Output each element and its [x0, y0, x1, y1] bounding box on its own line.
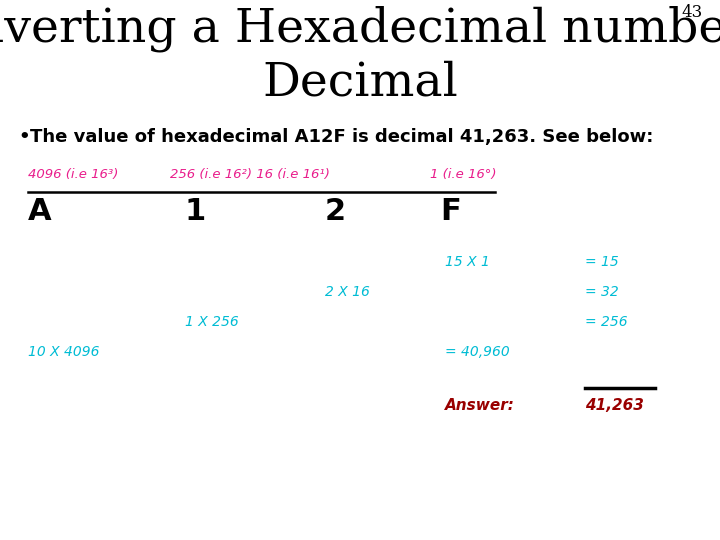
- Text: Answer:: Answer:: [445, 398, 515, 413]
- Text: Decimal: Decimal: [262, 60, 458, 105]
- Text: = 40,960: = 40,960: [445, 345, 510, 359]
- Text: 1 (i.e 16°): 1 (i.e 16°): [430, 168, 497, 181]
- Text: 15 X 1: 15 X 1: [445, 255, 490, 269]
- Text: 4096 (i.e 16³): 4096 (i.e 16³): [28, 168, 118, 181]
- Text: 41,263: 41,263: [585, 398, 644, 413]
- Text: = 32: = 32: [585, 285, 618, 299]
- Text: = 256: = 256: [585, 315, 628, 329]
- Text: A: A: [28, 197, 52, 226]
- Text: Converting a Hexadecimal number to: Converting a Hexadecimal number to: [0, 5, 720, 51]
- Text: 256 (i.e 16²) 16 (i.e 16¹): 256 (i.e 16²) 16 (i.e 16¹): [170, 168, 330, 181]
- Text: 1: 1: [185, 197, 206, 226]
- Text: 2 X 16: 2 X 16: [325, 285, 370, 299]
- Text: 43: 43: [682, 4, 703, 21]
- Text: 10 X 4096: 10 X 4096: [28, 345, 99, 359]
- Text: •: •: [18, 128, 30, 146]
- Text: = 15: = 15: [585, 255, 618, 269]
- Text: F: F: [440, 197, 461, 226]
- Text: The value of hexadecimal A12F is decimal 41,263. See below:: The value of hexadecimal A12F is decimal…: [30, 128, 653, 146]
- Text: 2: 2: [325, 197, 346, 226]
- Text: 1 X 256: 1 X 256: [185, 315, 239, 329]
